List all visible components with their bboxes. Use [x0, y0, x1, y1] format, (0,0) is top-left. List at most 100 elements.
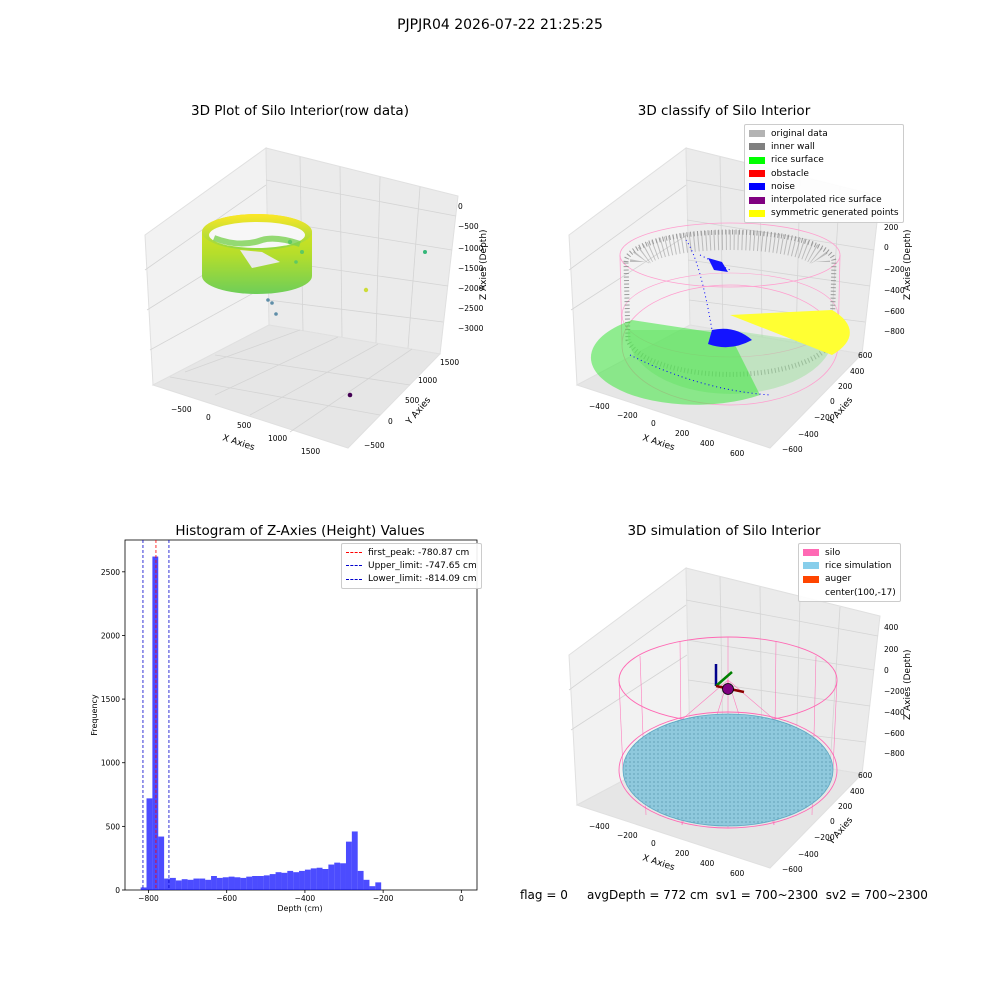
- rice-simulation-surface: [622, 713, 834, 827]
- y-tick-label: 1000: [101, 759, 120, 768]
- flag-status: flag = 0: [520, 888, 568, 902]
- legend-swatch: [749, 130, 765, 138]
- histogram-bar: [310, 868, 317, 890]
- y-tick-label: 1500: [101, 695, 120, 704]
- legend-item: Lower_limit: -814.09 cm: [346, 573, 477, 586]
- svg-text:−1500: −1500: [458, 264, 484, 273]
- histogram-legend: first_peak: -780.87 cm Upper_limit: -747…: [341, 543, 482, 589]
- svg-text:0: 0: [830, 397, 835, 406]
- histogram-bar: [316, 867, 323, 890]
- histogram-bar: [357, 870, 364, 890]
- svg-text:−200: −200: [814, 413, 835, 422]
- svg-text:500: 500: [405, 396, 420, 405]
- legend-swatch: [749, 143, 765, 151]
- histogram-bar: [334, 862, 341, 890]
- histogram-bar: [328, 864, 335, 890]
- histogram-reference-lines: [142, 540, 170, 890]
- simulation-legend: silo rice simulation auger center(100,-1…: [798, 543, 901, 603]
- y-tick-label: 500: [106, 822, 121, 831]
- histogram-bar: [351, 831, 358, 890]
- histogram-bar: [275, 872, 282, 890]
- legend-item: auger: [803, 573, 896, 586]
- legend-swatch: [749, 209, 765, 217]
- histogram-bar: [304, 869, 311, 890]
- histogram-bars: [140, 556, 382, 890]
- histogram-xlabel: Depth (cm): [277, 904, 322, 913]
- svg-text:200: 200: [675, 429, 690, 438]
- histogram-bar: [140, 887, 147, 890]
- y-tick-label: 0: [115, 886, 120, 895]
- svg-text:−400: −400: [884, 708, 905, 717]
- histogram-bar: [228, 876, 235, 890]
- svg-text:0: 0: [884, 666, 889, 675]
- y-tick-label: 2500: [101, 568, 120, 577]
- simulation-auger: [714, 664, 745, 695]
- svg-text:0: 0: [651, 839, 656, 848]
- histogram-bar: [252, 876, 258, 890]
- avg-depth-status: avgDepth = 772 cm: [586, 888, 709, 902]
- svg-text:−400: −400: [798, 850, 819, 859]
- svg-text:−500: −500: [364, 441, 385, 450]
- svg-text:400: 400: [700, 439, 715, 448]
- svg-text:−500: −500: [171, 405, 192, 414]
- svg-text:1500: 1500: [301, 447, 320, 456]
- histogram-bar: [175, 880, 182, 890]
- svg-text:500: 500: [237, 421, 252, 430]
- legend-item: original data: [749, 127, 899, 140]
- raw-point-cloud: [202, 214, 312, 294]
- legend-line: [346, 552, 362, 554]
- histogram-title: Histogram of Z-Axies (Height) Values: [175, 523, 425, 539]
- svg-text:−600: −600: [782, 865, 803, 874]
- svg-text:600: 600: [730, 449, 745, 458]
- svg-text:0: 0: [884, 243, 889, 252]
- svg-text:1500: 1500: [440, 358, 459, 367]
- svg-text:−400: −400: [798, 430, 819, 439]
- svg-text:−200: −200: [617, 831, 638, 840]
- histogram-bar: [181, 879, 188, 890]
- legend-item: center(100,-17): [803, 586, 896, 599]
- histogram-bar: [222, 877, 229, 890]
- svg-text:200: 200: [838, 382, 853, 391]
- x-tick-label: 0: [459, 894, 464, 903]
- histogram-bar: [240, 877, 247, 890]
- histogram-bar: [281, 872, 288, 890]
- y-tick-label: 2000: [101, 631, 120, 640]
- histogram-bar: [299, 870, 305, 890]
- sv1-status: sv1 = 700~2300: [715, 888, 819, 902]
- raw-outlier-points: [266, 250, 427, 398]
- svg-text:−400: −400: [589, 822, 610, 831]
- svg-text:−600: −600: [782, 445, 803, 454]
- raw-xlabel: X Axies: [221, 433, 256, 453]
- legend-swatch: [749, 156, 765, 164]
- svg-text:−500: −500: [458, 222, 479, 231]
- raw-zlabel: Z Axies (Depth): [479, 229, 489, 300]
- histogram-frame: [124, 539, 478, 891]
- svg-text:200: 200: [838, 802, 853, 811]
- svg-text:−600: −600: [884, 729, 905, 738]
- svg-text:−3000: −3000: [458, 324, 484, 333]
- histogram-bar: [187, 879, 194, 890]
- svg-text:0: 0: [388, 417, 393, 426]
- histogram-bar: [158, 836, 165, 890]
- classify-point-cloud: [590, 222, 850, 406]
- svg-text:600: 600: [858, 771, 873, 780]
- histogram-bar: [146, 798, 153, 890]
- histogram-bar: [169, 877, 176, 890]
- classify-xlabel: X Axies: [641, 433, 676, 453]
- histogram-bar: [269, 874, 276, 890]
- legend-item: symmetric generated points: [749, 207, 899, 220]
- svg-text:400: 400: [850, 367, 865, 376]
- legend-swatch: [803, 589, 819, 596]
- legend-swatch: [749, 196, 765, 204]
- legend-swatch: [803, 562, 819, 570]
- sv2-status: sv2 = 700~2300: [825, 888, 928, 902]
- simulation-plot-title: 3D simulation of Silo Interior: [627, 523, 821, 539]
- svg-text:−200: −200: [617, 411, 638, 420]
- svg-text:400: 400: [850, 787, 865, 796]
- histogram-ylabel: Frequency: [90, 694, 99, 736]
- histogram-bar: [257, 876, 264, 890]
- svg-text:400: 400: [884, 623, 899, 632]
- svg-text:−600: −600: [884, 307, 905, 316]
